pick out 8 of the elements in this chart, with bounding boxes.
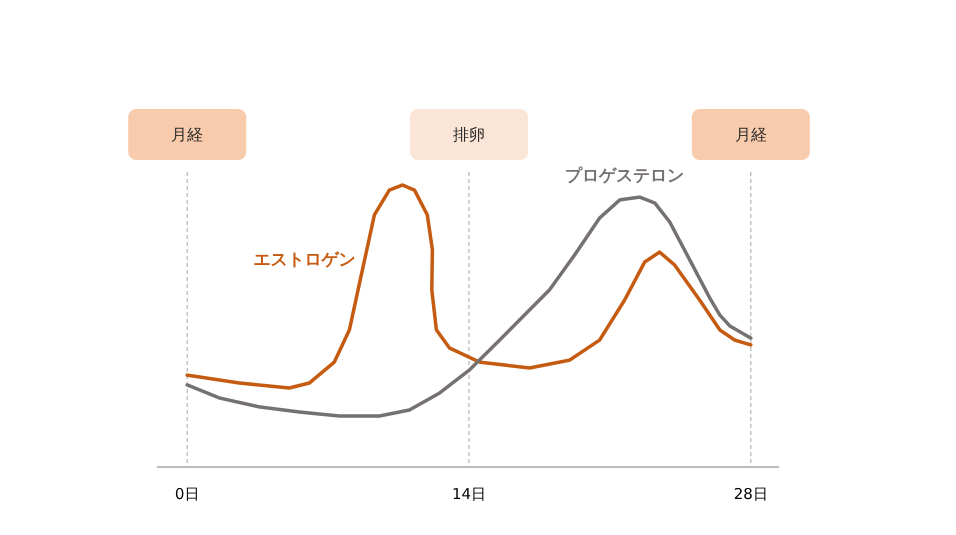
ref-line-label: 排卵 bbox=[453, 125, 486, 144]
x-tick-label: 0日 bbox=[174, 485, 200, 503]
x-tick-label: 28日 bbox=[734, 485, 768, 503]
series-label: プロゲステロン bbox=[565, 166, 684, 186]
ref-line-label: 月経 bbox=[734, 125, 767, 144]
ref-line-label: 月経 bbox=[171, 125, 204, 144]
series-label: エストロゲン bbox=[253, 250, 356, 270]
x-tick-label: 14日 bbox=[452, 485, 486, 503]
